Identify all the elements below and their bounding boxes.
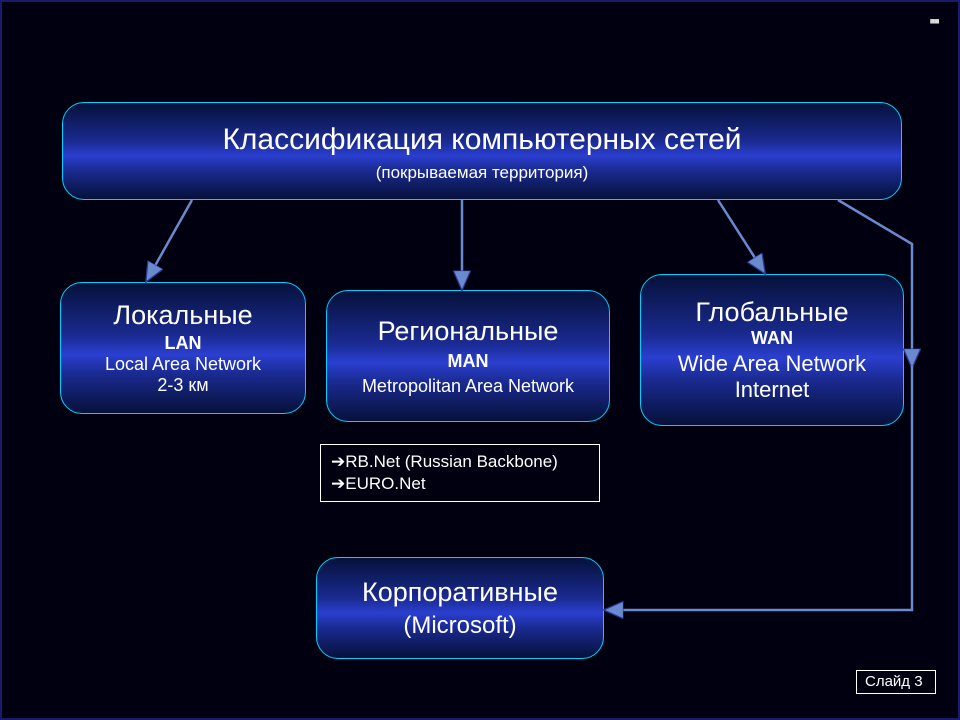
slide: ▪▪ Классификация компьютерных сетей (пок… bbox=[0, 0, 960, 720]
slide-number: Слайд 3 bbox=[856, 670, 936, 694]
man-line-0: MAN bbox=[339, 351, 597, 372]
man-line-1: Metropolitan Area Network bbox=[339, 376, 597, 397]
wan-line-2: Internet bbox=[653, 377, 891, 403]
wan-line-0: WAN bbox=[653, 328, 891, 349]
lan-line-1: Local Area Network bbox=[73, 354, 293, 375]
box-lan: Локальные LAN Local Area Network 2-3 км bbox=[60, 282, 306, 414]
corp-title: Корпоративные bbox=[329, 577, 591, 608]
note-text-0: RB.Net (Russian Backbone) bbox=[345, 452, 558, 471]
lan-title: Локальные bbox=[73, 300, 293, 331]
arrow-bullet-icon: ➔ bbox=[331, 452, 345, 471]
arrow-bullet-icon: ➔ bbox=[331, 474, 345, 493]
box-wan: Глобальные WAN Wide Area Network Interne… bbox=[640, 274, 904, 426]
wan-title: Глобальные bbox=[653, 297, 891, 328]
title-box: Классификация компьютерных сетей (покрыв… bbox=[62, 102, 902, 200]
title-text: Классификация компьютерных сетей bbox=[75, 120, 889, 159]
lan-line-0: LAN bbox=[73, 333, 293, 354]
box-corporate: Корпоративные (Microsoft) bbox=[316, 557, 604, 659]
wan-line-1: Wide Area Network bbox=[653, 351, 891, 377]
corner-icon: ▪▪ bbox=[929, 14, 938, 28]
note-line-0: ➔RB.Net (Russian Backbone) bbox=[331, 451, 589, 473]
note-box: ➔RB.Net (Russian Backbone) ➔EURO.Net bbox=[320, 444, 600, 502]
lan-line-2: 2-3 км bbox=[73, 375, 293, 396]
note-text-1: EURO.Net bbox=[345, 474, 425, 493]
man-title: Региональные bbox=[339, 316, 597, 347]
title-subtitle: (покрываемая территория) bbox=[75, 163, 889, 183]
corp-subtitle: (Microsoft) bbox=[329, 612, 591, 640]
box-man: Региональные MAN Metropolitan Area Netwo… bbox=[326, 290, 610, 422]
note-line-1: ➔EURO.Net bbox=[331, 473, 589, 495]
